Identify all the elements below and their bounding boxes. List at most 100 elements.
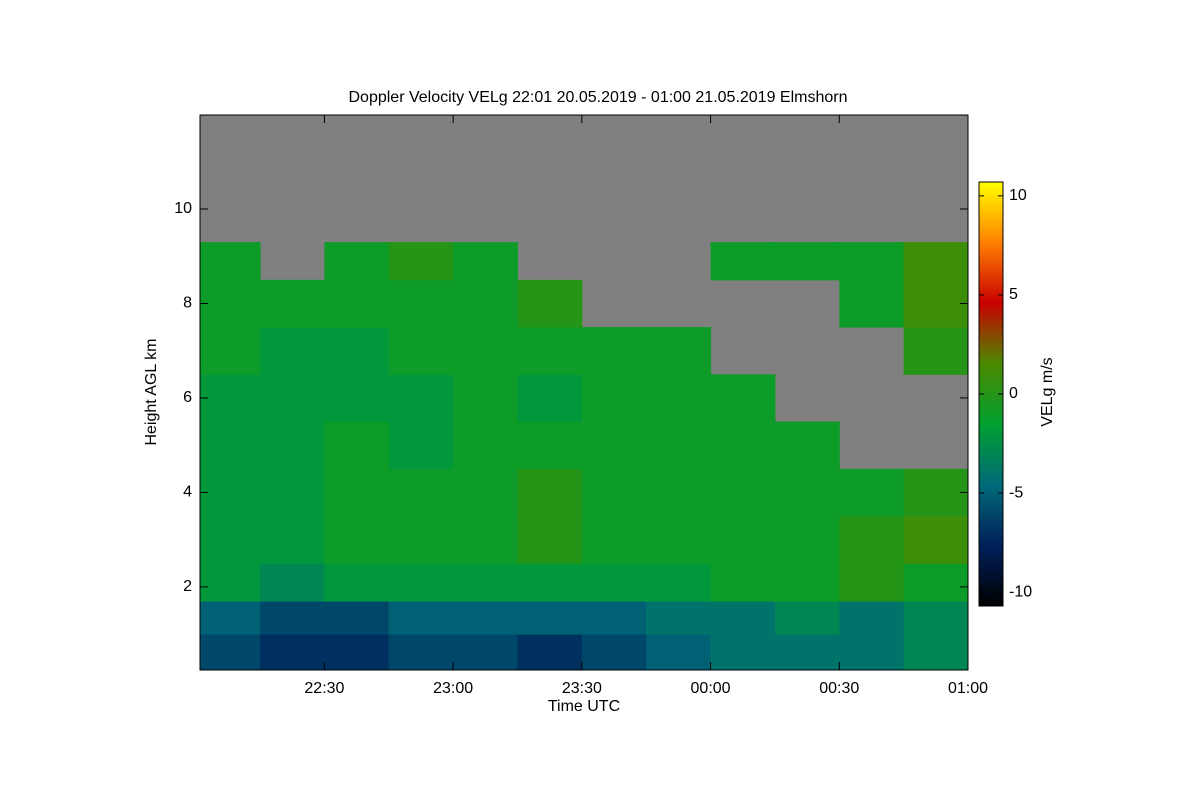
heatmap-cell (839, 563, 905, 602)
heatmap-cell (774, 421, 840, 470)
heatmap-cell (646, 468, 712, 517)
heatmap-cell (453, 327, 518, 375)
heatmap-cell (903, 468, 969, 517)
heatmap-cell (581, 516, 647, 564)
heatmap-cell (581, 634, 647, 671)
heatmap-cell (710, 242, 776, 281)
heatmap-cell (774, 634, 840, 671)
y-tick-label: 4 (183, 484, 192, 501)
heatmap-cell (903, 634, 969, 671)
heatmap-cell (260, 516, 325, 564)
heatmap-cell (774, 242, 840, 281)
heatmap-cell (260, 563, 325, 602)
y-axis-label: Height AGL km (143, 338, 160, 445)
heatmap-cell (710, 374, 776, 423)
plot-frame (199, 114, 969, 671)
heatmap-cell (581, 468, 647, 517)
heatmap-cell (453, 374, 518, 423)
heatmap-cell (710, 563, 776, 602)
heatmap-cell (517, 516, 583, 564)
heatmap-cell (324, 242, 390, 281)
x-tick-label: 01:00 (948, 680, 988, 697)
heatmap-cell (324, 327, 390, 375)
heatmap-cell (517, 634, 583, 671)
heatmap-cell (453, 516, 518, 564)
heatmap-cell (324, 563, 390, 602)
y-tick-label: 6 (183, 389, 192, 406)
heatmap-cell (646, 516, 712, 564)
heatmap-cell (388, 468, 454, 517)
heatmap-cell (260, 374, 325, 423)
heatmap-cell (646, 327, 712, 375)
heatmap-cell (324, 468, 390, 517)
heatmap-cell (200, 601, 261, 635)
heatmap-cell (774, 563, 840, 602)
y-tick-label: 8 (183, 295, 192, 312)
heatmap-cell (260, 634, 325, 671)
heatmap-cell (839, 468, 905, 517)
heatmap-cell (839, 601, 905, 635)
heatmap-cell (903, 242, 969, 281)
colorbar-tick-label: 0 (1009, 385, 1018, 402)
heatmap-cell (646, 421, 712, 470)
heatmap-cell (581, 563, 647, 602)
heatmap-cell (200, 421, 261, 470)
heatmap-cell (200, 563, 261, 602)
heatmap-cell (839, 634, 905, 671)
heatmap-cell (260, 279, 325, 328)
chart-title: Doppler Velocity VELg 22:01 20.05.2019 -… (348, 89, 847, 106)
heatmap-cell (453, 279, 518, 328)
heatmap-cell (839, 279, 905, 328)
heatmap-cell (324, 374, 390, 423)
heatmap-cell (324, 634, 390, 671)
heatmap-cell (453, 563, 518, 602)
heatmap-cell (517, 563, 583, 602)
heatmap-cell (710, 516, 776, 564)
heatmap-cell (388, 634, 454, 671)
heatmap-cell (200, 516, 261, 564)
colorbar-tick-label: -5 (1009, 484, 1023, 501)
heatmap-cell (903, 279, 969, 328)
heatmap-cell (903, 563, 969, 602)
heatmap-cell (646, 374, 712, 423)
heatmap-cell (710, 601, 776, 635)
colorbar-tick-label: -10 (1009, 583, 1032, 600)
heatmap-cell (388, 374, 454, 423)
heatmap-cell (388, 516, 454, 564)
x-tick-label: 23:00 (433, 680, 473, 697)
x-tick-label: 23:30 (562, 680, 602, 697)
heatmap-cell (581, 421, 647, 470)
heatmap-cell (388, 421, 454, 470)
heatmap-cell (581, 374, 647, 423)
x-tick-label: 22:30 (304, 680, 344, 697)
heatmap-cell (581, 601, 647, 635)
heatmap-cell (200, 327, 261, 375)
heatmap-cell (903, 327, 969, 375)
x-tick-label: 00:00 (691, 680, 731, 697)
heatmap-cell (517, 601, 583, 635)
heatmap-cell (260, 327, 325, 375)
heatmap-cell (839, 242, 905, 281)
heatmap-cell (774, 468, 840, 517)
heatmap-cell (517, 279, 583, 328)
heatmap-cell (453, 242, 518, 281)
heatmap-cell (388, 601, 454, 635)
heatmap-cell (200, 468, 261, 517)
heatmap-cell (260, 601, 325, 635)
heatmap-cell (710, 421, 776, 470)
heatmap-cell (517, 421, 583, 470)
heatmap-cell (453, 601, 518, 635)
heatmap-cell (710, 468, 776, 517)
heatmap-cell (324, 601, 390, 635)
heatmap-cell (453, 421, 518, 470)
heatmap-cell (903, 516, 969, 564)
heatmap-cell (646, 634, 712, 671)
heatmap-cell (388, 563, 454, 602)
x-axis-label: Time UTC (548, 698, 620, 715)
heatmap-cell (388, 327, 454, 375)
heatmap-cell (517, 327, 583, 375)
heatmap-cell (324, 421, 390, 470)
heatmap-cell (200, 242, 261, 281)
heatmap-cell (581, 327, 647, 375)
